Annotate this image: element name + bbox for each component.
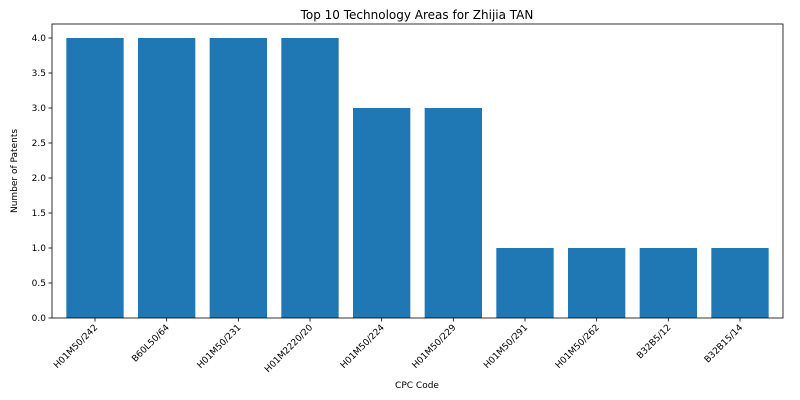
bar-B32B5/12 — [640, 248, 697, 318]
y-tick-label: 3.0 — [32, 104, 47, 114]
y-tick-label: 4.0 — [32, 34, 47, 44]
y-tick-label: 0.5 — [32, 279, 46, 289]
x-tick-label: H01M50/231 — [196, 323, 244, 371]
bar-H01M2220/20 — [281, 38, 338, 318]
bar-H01M50/224 — [353, 108, 410, 318]
x-tick-label: B32B5/12 — [635, 323, 673, 361]
x-tick-label: H01M50/242 — [52, 323, 100, 371]
bar-H01M50/242 — [66, 38, 123, 318]
plot-area: 0.0 0.5 1.0 1.5 2.0 2.5 3.0 3.5 4.0 H01M50/242 B60… — [32, 34, 769, 375]
y-tick-label: 1.5 — [32, 209, 46, 219]
y-tick-label: 3.5 — [32, 69, 46, 79]
bar-chart: Top 10 Technology Areas for Zhijia TAN 0… — [0, 0, 800, 400]
bar-H01M50/291 — [496, 248, 553, 318]
y-tick-label: 1.0 — [32, 244, 47, 254]
y-tick-label: 2.5 — [32, 139, 46, 149]
x-tick-label: H01M50/229 — [411, 323, 459, 371]
x-tick-label: H01M50/291 — [482, 323, 530, 371]
x-tick-label: B60L50/64 — [130, 323, 172, 365]
y-tick-label: 2.0 — [32, 174, 47, 184]
x-tick-label: H01M50/224 — [339, 323, 387, 371]
bar-H01M50/262 — [568, 248, 625, 318]
bar-H01M50/229 — [425, 108, 482, 318]
bar-B60L50/64 — [138, 38, 195, 318]
x-tick-label: H01M50/262 — [554, 323, 602, 371]
y-tick-label: 0.0 — [32, 314, 47, 324]
bar-B32B15/14 — [711, 248, 768, 318]
bar-H01M50/231 — [210, 38, 267, 318]
y-axis-label: Number of Patents — [10, 129, 20, 213]
x-tick-label: B32B15/14 — [703, 323, 745, 365]
x-tick-label: H01M2220/20 — [263, 323, 315, 375]
x-axis-label: CPC Code — [395, 381, 439, 391]
chart-title: Top 10 Technology Areas for Zhijia TAN — [300, 8, 534, 22]
